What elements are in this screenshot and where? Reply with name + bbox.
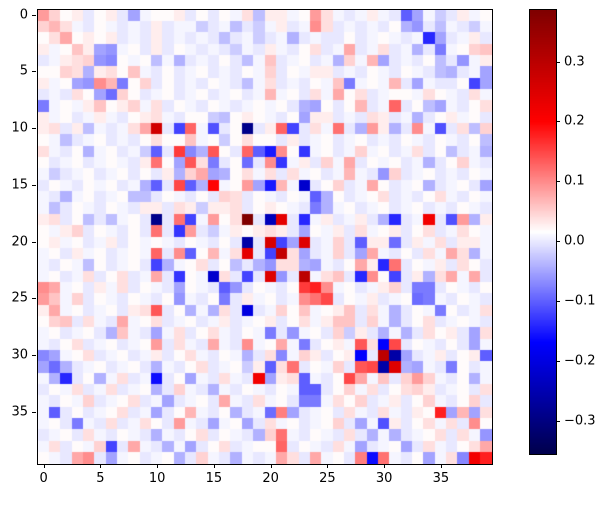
- x-tick-mark: [157, 464, 159, 468]
- x-tick-label: 5: [96, 471, 105, 486]
- x-tick-mark: [43, 464, 45, 468]
- y-tick-label: 15: [11, 177, 28, 193]
- x-tick-mark: [213, 464, 215, 468]
- colorbar: [529, 9, 557, 455]
- y-tick-label: 35: [11, 404, 28, 420]
- y-tick-label: 0: [19, 7, 28, 23]
- y-tick-mark: [32, 71, 36, 73]
- colorbar-tick-mark: [556, 420, 560, 422]
- y-tick-mark: [32, 14, 36, 16]
- x-tick-label: 35: [432, 471, 450, 486]
- colorbar-tick-mark: [556, 121, 560, 123]
- x-tick-mark: [100, 464, 102, 468]
- colorbar-tick-label: 0.3: [564, 54, 585, 70]
- colorbar-tick-label: −0.2: [564, 353, 596, 369]
- y-tick-mark: [32, 184, 36, 186]
- y-tick-label: 20: [11, 234, 28, 250]
- x-tick-mark: [440, 464, 442, 468]
- x-tick-label: 10: [148, 471, 166, 486]
- y-tick-label: 25: [11, 290, 28, 306]
- y-tick-mark: [32, 128, 36, 130]
- x-tick-label: 15: [205, 471, 223, 486]
- x-tick-label: 25: [319, 471, 336, 486]
- colorbar-tick-label: 0.0: [564, 233, 585, 249]
- y-tick-mark: [32, 355, 36, 357]
- y-tick-label: 30: [11, 347, 28, 363]
- colorbar-tick-label: −0.1: [564, 293, 596, 309]
- colorbar-tick-label: 0.1: [564, 173, 585, 189]
- y-tick-mark: [32, 241, 36, 243]
- x-tick-label: 0: [39, 471, 48, 486]
- x-tick-mark: [384, 464, 386, 468]
- y-tick-mark: [32, 411, 36, 413]
- x-tick-mark: [327, 464, 329, 468]
- y-tick-label: 5: [19, 63, 28, 79]
- colorbar-tick-mark: [556, 181, 560, 183]
- x-tick-label: 30: [375, 471, 393, 486]
- y-tick-label: 10: [11, 120, 28, 136]
- colorbar-tick-mark: [556, 241, 560, 243]
- heatmap-axes: [37, 9, 493, 465]
- y-tick-mark: [32, 298, 36, 300]
- x-tick-mark: [270, 464, 272, 468]
- colorbar-tick-label: −0.3: [564, 413, 596, 429]
- colorbar-tick-mark: [556, 301, 560, 302]
- colorbar-canvas: [530, 10, 556, 454]
- heatmap-canvas: [38, 10, 492, 464]
- colorbar-tick-mark: [556, 61, 560, 63]
- colorbar-tick-mark: [556, 360, 560, 362]
- colorbar-tick-label: 0.2: [564, 113, 585, 129]
- x-tick-label: 20: [262, 471, 279, 486]
